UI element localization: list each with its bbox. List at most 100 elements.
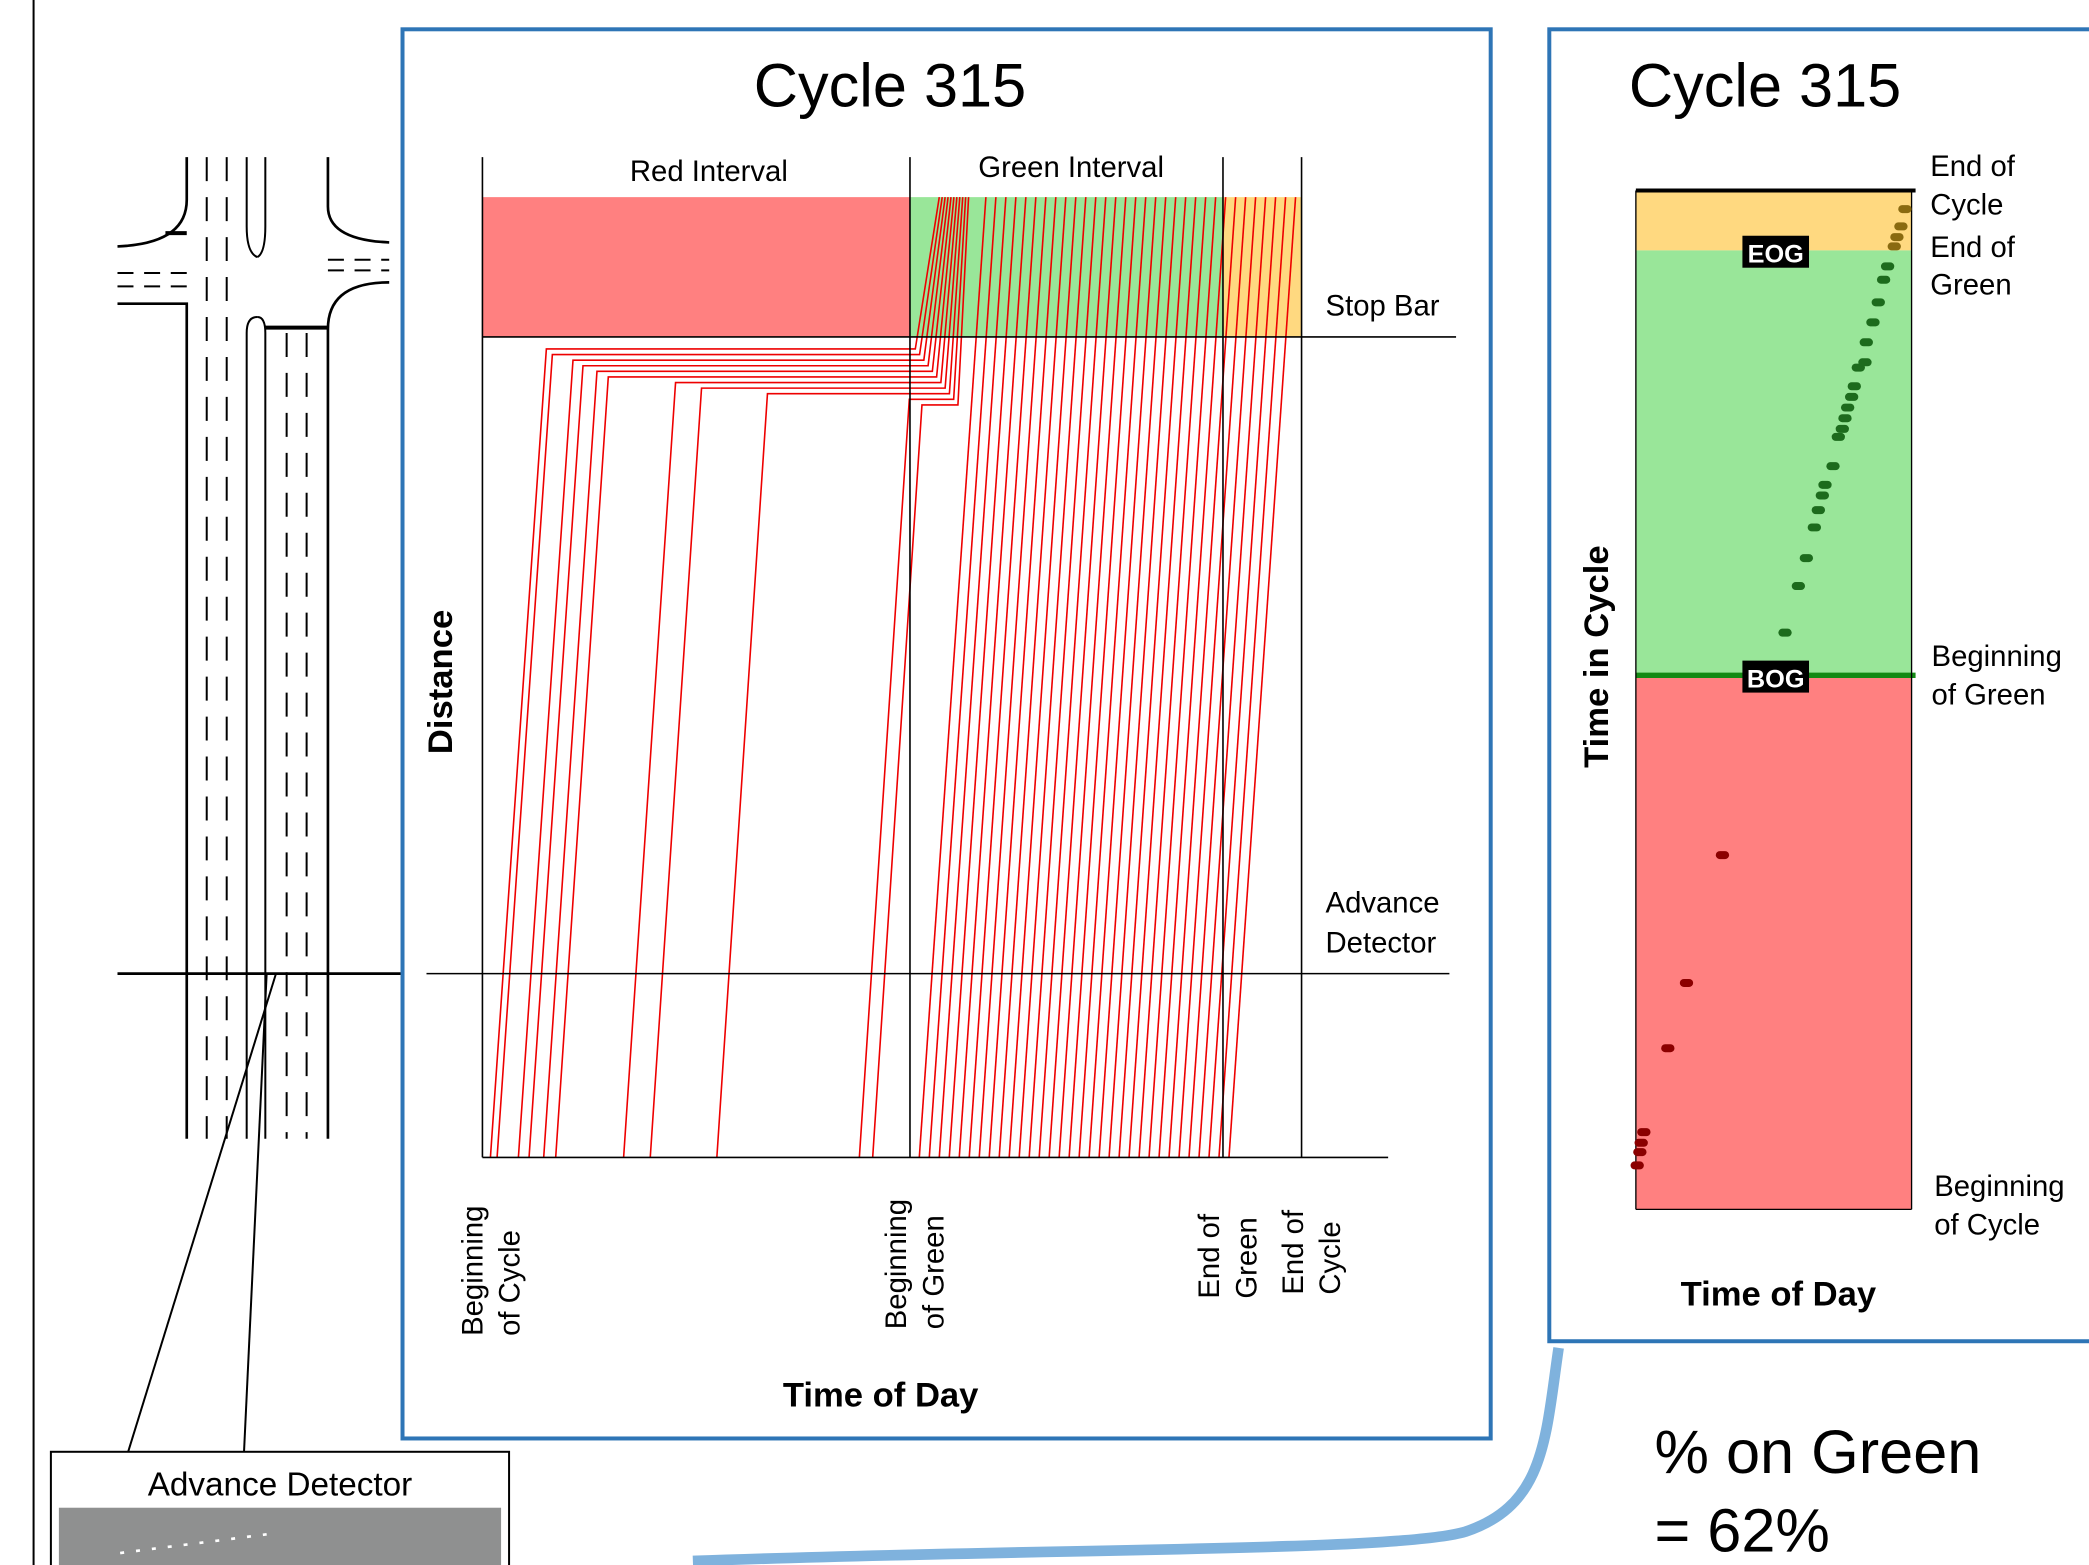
trajectory xyxy=(1178,197,1247,1158)
panel-title: Cycle 315 xyxy=(754,52,1026,120)
arrival-dot xyxy=(1844,392,1859,401)
arrival-dot xyxy=(1847,382,1861,391)
trajectory xyxy=(928,197,997,1158)
connector-arrow xyxy=(692,1347,1564,1565)
arrival-dot xyxy=(1679,978,1694,987)
trajectory xyxy=(1148,197,1217,1158)
trajectory xyxy=(1128,197,1197,1158)
x-label: of Green xyxy=(917,1215,950,1329)
x-label: Green xyxy=(1230,1217,1263,1298)
trajectory xyxy=(1088,197,1157,1158)
cycle-label: of Green xyxy=(1932,679,2046,712)
cycle-label: End of xyxy=(1930,150,2016,183)
trajectory xyxy=(1228,197,1297,1158)
cycle-label: End of xyxy=(1930,231,2016,264)
arrival-dot xyxy=(1634,1138,1648,1147)
red-interval-band xyxy=(482,197,910,337)
arrival-dot xyxy=(1887,242,1901,251)
x-label: Cycle xyxy=(1314,1221,1347,1294)
trajectory xyxy=(1108,197,1177,1158)
trajectory xyxy=(496,197,943,1158)
x-label: Beginning xyxy=(456,1206,489,1336)
trajectory xyxy=(968,197,1037,1158)
cycle-label: Cycle xyxy=(1930,188,2003,221)
panel-title: Cycle 315 xyxy=(1629,52,1901,120)
intersection-sketch xyxy=(117,157,427,1453)
trajectory xyxy=(1118,197,1187,1158)
detector-label: Advance Detector xyxy=(148,1467,413,1504)
diagram-axes xyxy=(426,157,1457,1159)
cycle-label: Beginning xyxy=(1934,1170,2064,1203)
trajectory xyxy=(1138,197,1207,1158)
trajectory xyxy=(858,197,967,1158)
stop-bar-label: Stop Bar xyxy=(1326,290,1440,323)
trajectory xyxy=(1028,197,1097,1158)
cycle-label: of Cycle xyxy=(1934,1209,2040,1242)
advance-detector-label: Advance xyxy=(1326,886,1440,919)
arrival-dot xyxy=(1880,262,1895,271)
trajectory xyxy=(1008,197,1077,1158)
trajectory xyxy=(1038,197,1107,1158)
trajectory xyxy=(716,197,964,1158)
arrival-dot xyxy=(1876,275,1891,284)
trajectory xyxy=(871,197,970,1158)
arrival-dot xyxy=(1838,414,1852,423)
arrival-dot xyxy=(1633,1148,1647,1157)
arrival-dot xyxy=(1826,462,1840,471)
y-axis-title: Time in Cycle xyxy=(1578,545,1616,768)
green-band xyxy=(1635,250,1912,676)
y-axis-title: Distance xyxy=(422,610,460,754)
eog-badge xyxy=(1742,235,1810,268)
arrival-dot xyxy=(1831,432,1845,441)
arrival-dot xyxy=(1858,358,1872,367)
arrival-dot xyxy=(1866,318,1880,327)
arrival-dot xyxy=(1840,403,1855,412)
arrival-dot xyxy=(1859,338,1873,347)
bog-label: BOG xyxy=(1747,665,1805,693)
trajectory xyxy=(1158,197,1227,1158)
green-interval-band xyxy=(909,197,1223,337)
trajectory xyxy=(1208,197,1277,1158)
arrival-dot xyxy=(1894,222,1908,231)
trajectory xyxy=(528,197,949,1158)
arrival-dot xyxy=(1871,298,1885,307)
cycle-label: Beginning xyxy=(1932,640,2062,673)
cycle-label: Green xyxy=(1930,268,2011,301)
arrival-dot xyxy=(1890,233,1904,242)
trajectory xyxy=(542,197,952,1158)
trajectory xyxy=(1098,197,1167,1158)
x-label: End of xyxy=(1193,1213,1226,1299)
bog-badge xyxy=(1742,660,1810,693)
arrival-dot xyxy=(1835,424,1849,433)
trajectory xyxy=(948,197,1017,1158)
trajectory xyxy=(998,197,1067,1158)
arrival-dot xyxy=(1661,1044,1675,1053)
trajectory xyxy=(938,197,1007,1158)
trajectory xyxy=(1058,197,1127,1158)
arrival-dot xyxy=(1807,523,1822,532)
arrival-dot xyxy=(1799,554,1814,563)
red-interval-label: Red Interval xyxy=(630,155,788,188)
detector-photo xyxy=(58,1507,502,1565)
trajectory xyxy=(554,197,955,1158)
arrival-dot xyxy=(1637,1128,1651,1137)
arrival-dots xyxy=(1630,205,1912,1170)
trajectory xyxy=(1218,197,1287,1158)
trajectory xyxy=(517,197,946,1158)
arrival-dot xyxy=(1898,205,1912,214)
eog-label: EOG xyxy=(1748,240,1804,268)
arrival-dot xyxy=(1715,851,1730,860)
trajectory xyxy=(1048,197,1117,1158)
trajectory xyxy=(489,196,941,1158)
trajectory xyxy=(978,197,1047,1158)
result-text: % on Green xyxy=(1655,1418,1982,1486)
arrival-dot xyxy=(1815,491,1829,500)
trajectories xyxy=(489,196,1297,1158)
x-axis-title: Time of Day xyxy=(1681,1275,1877,1313)
red-band xyxy=(1635,675,1912,1210)
trajectory xyxy=(1078,197,1147,1158)
trajectory xyxy=(649,197,961,1158)
x-label: End of xyxy=(1277,1209,1310,1295)
arrival-dot xyxy=(1818,480,1832,489)
